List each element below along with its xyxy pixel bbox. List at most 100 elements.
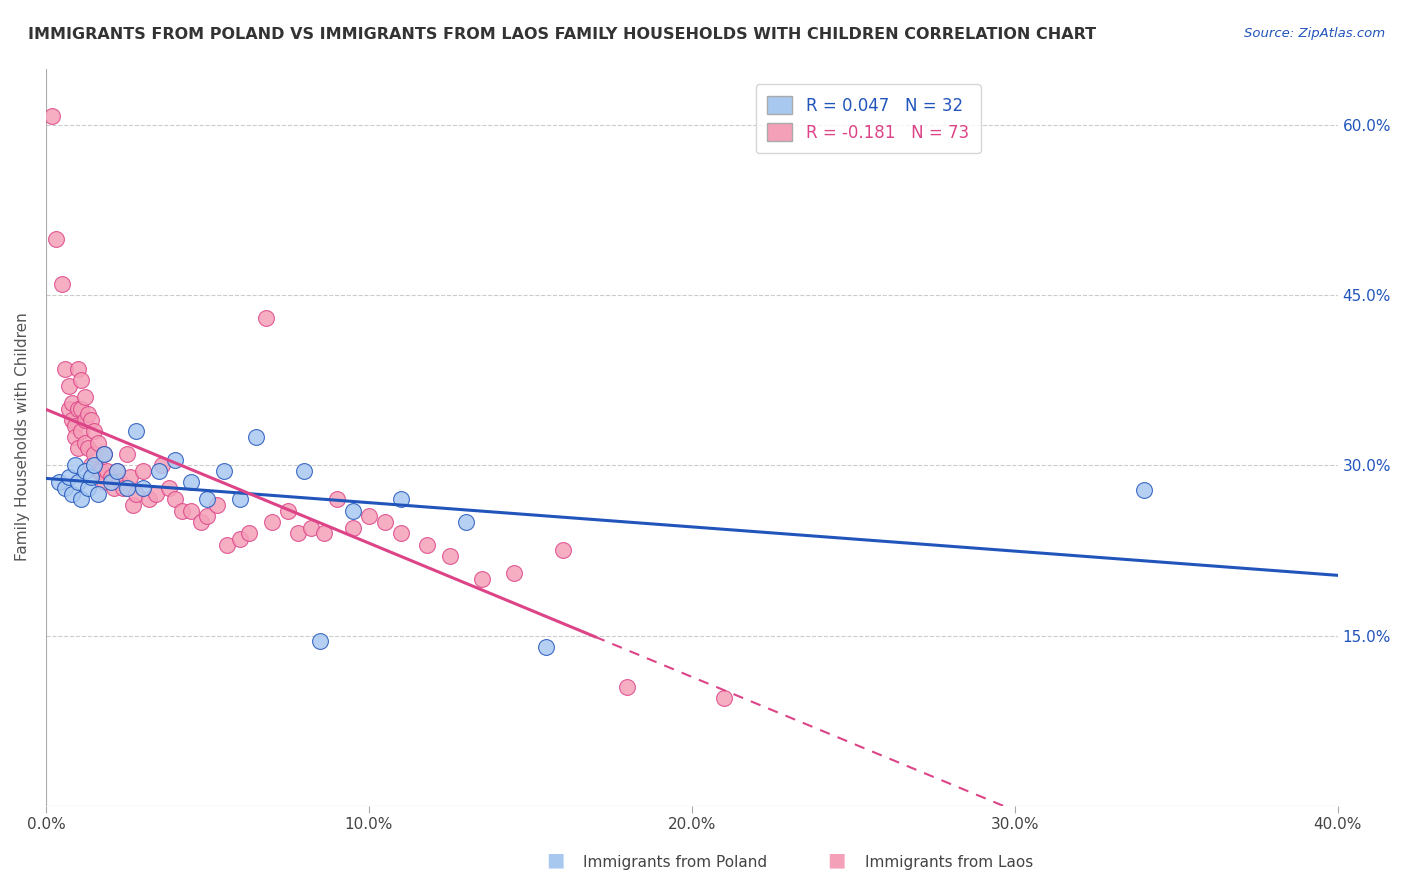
Point bbox=[112, 481, 135, 495]
Point bbox=[86, 464, 108, 478]
Point bbox=[83, 425, 105, 439]
Point bbox=[277, 504, 299, 518]
Point bbox=[73, 464, 96, 478]
Point bbox=[96, 464, 118, 478]
Point bbox=[228, 532, 250, 546]
Point bbox=[67, 475, 90, 490]
Point bbox=[342, 504, 364, 518]
Point bbox=[299, 521, 322, 535]
Point bbox=[138, 492, 160, 507]
Point bbox=[83, 458, 105, 473]
Point bbox=[63, 418, 86, 433]
Point bbox=[260, 515, 283, 529]
Point bbox=[73, 390, 96, 404]
Point bbox=[503, 566, 526, 581]
Point bbox=[212, 464, 235, 478]
Point bbox=[1133, 483, 1156, 498]
Point bbox=[389, 492, 412, 507]
Point bbox=[83, 447, 105, 461]
Point bbox=[110, 475, 132, 490]
Point bbox=[93, 447, 115, 461]
Point bbox=[125, 425, 148, 439]
Point bbox=[536, 640, 558, 654]
Point bbox=[357, 509, 380, 524]
Point bbox=[90, 464, 112, 478]
Point bbox=[389, 526, 412, 541]
Point bbox=[45, 232, 67, 246]
Point bbox=[254, 310, 277, 325]
Point bbox=[93, 447, 115, 461]
Point bbox=[170, 504, 193, 518]
Point bbox=[228, 492, 250, 507]
Point bbox=[86, 435, 108, 450]
Point bbox=[342, 521, 364, 535]
Point bbox=[122, 498, 145, 512]
Point bbox=[77, 408, 100, 422]
Text: Immigrants from Poland: Immigrants from Poland bbox=[583, 855, 768, 870]
Point bbox=[60, 487, 83, 501]
Point bbox=[63, 458, 86, 473]
Point bbox=[67, 442, 90, 456]
Point bbox=[80, 458, 103, 473]
Point bbox=[180, 475, 202, 490]
Point bbox=[73, 413, 96, 427]
Point bbox=[150, 458, 173, 473]
Point bbox=[245, 430, 267, 444]
Point bbox=[51, 277, 73, 291]
Point bbox=[374, 515, 396, 529]
Point bbox=[77, 481, 100, 495]
Point bbox=[73, 435, 96, 450]
Point bbox=[70, 492, 93, 507]
Point bbox=[439, 549, 461, 563]
Point bbox=[80, 469, 103, 483]
Point bbox=[86, 487, 108, 501]
Point bbox=[145, 487, 167, 501]
Point bbox=[215, 538, 238, 552]
Point bbox=[67, 401, 90, 416]
Point bbox=[205, 498, 228, 512]
Point bbox=[197, 509, 219, 524]
Point bbox=[70, 373, 93, 387]
Point bbox=[238, 526, 260, 541]
Point bbox=[41, 109, 63, 123]
Point bbox=[80, 413, 103, 427]
Point bbox=[132, 481, 155, 495]
Point bbox=[67, 362, 90, 376]
Legend: R = 0.047   N = 32, R = -0.181   N = 73: R = 0.047 N = 32, R = -0.181 N = 73 bbox=[756, 84, 980, 153]
Point bbox=[93, 475, 115, 490]
Point bbox=[180, 504, 202, 518]
Point bbox=[70, 401, 93, 416]
Point bbox=[616, 680, 638, 694]
Text: ■: ■ bbox=[546, 851, 565, 870]
Point bbox=[287, 526, 309, 541]
Point bbox=[132, 464, 155, 478]
Point bbox=[105, 464, 128, 478]
Point bbox=[58, 379, 80, 393]
Point bbox=[58, 401, 80, 416]
Point bbox=[100, 469, 122, 483]
Point bbox=[125, 487, 148, 501]
Point bbox=[70, 425, 93, 439]
Point bbox=[471, 572, 494, 586]
Point bbox=[197, 492, 219, 507]
Text: IMMIGRANTS FROM POLAND VS IMMIGRANTS FROM LAOS FAMILY HOUSEHOLDS WITH CHILDREN C: IMMIGRANTS FROM POLAND VS IMMIGRANTS FRO… bbox=[28, 27, 1097, 42]
Point bbox=[190, 515, 212, 529]
Point bbox=[551, 543, 574, 558]
Point bbox=[60, 396, 83, 410]
Point bbox=[53, 362, 76, 376]
Text: Source: ZipAtlas.com: Source: ZipAtlas.com bbox=[1244, 27, 1385, 40]
Y-axis label: Family Households with Children: Family Households with Children bbox=[15, 313, 30, 561]
Point bbox=[103, 481, 125, 495]
Point bbox=[100, 475, 122, 490]
Point bbox=[48, 475, 70, 490]
Point bbox=[148, 464, 170, 478]
Point bbox=[309, 634, 332, 648]
Text: Immigrants from Laos: Immigrants from Laos bbox=[865, 855, 1033, 870]
Text: ■: ■ bbox=[827, 851, 846, 870]
Point bbox=[115, 481, 138, 495]
Point bbox=[312, 526, 335, 541]
Point bbox=[77, 442, 100, 456]
Point bbox=[60, 413, 83, 427]
Point bbox=[105, 464, 128, 478]
Point bbox=[454, 515, 477, 529]
